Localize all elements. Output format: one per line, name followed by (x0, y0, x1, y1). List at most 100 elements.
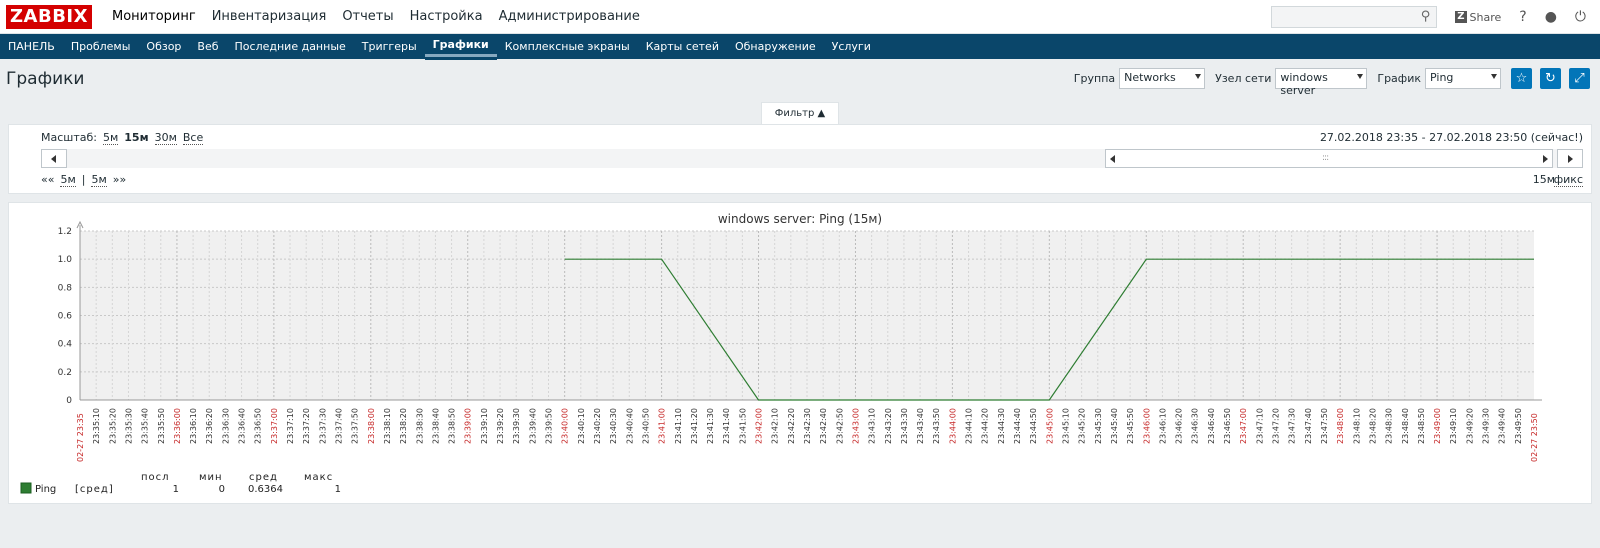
group-label: Группа (1073, 72, 1116, 85)
x-tick-label: 23:47:20 (1272, 408, 1281, 444)
x-tick-label: 23:45:40 (1110, 408, 1119, 444)
submenu-problems[interactable]: Проблемы (70, 39, 131, 53)
x-tick-label: 23:38:10 (383, 408, 392, 444)
sub-menu: ПАНЕЛЬ Проблемы Обзор Веб Последние данн… (0, 32, 1600, 60)
y-axis-arrow-icon (76, 220, 84, 229)
nav-back-link[interactable]: «« (41, 173, 55, 186)
nav-fwd-5m-link[interactable]: 5м (91, 173, 107, 187)
x-tick-label: 23:49:00 (1433, 408, 1442, 444)
x-start-label: 02-27 23:35 (76, 413, 85, 462)
scroll-left-button[interactable] (41, 149, 67, 168)
header-tools: ⚲ Z Share ? ● ⏻ (1271, 6, 1586, 28)
menu-reports[interactable]: Отчеты (342, 8, 394, 24)
help-icon[interactable]: ? (1519, 9, 1527, 25)
x-tick-label: 23:41:40 (722, 408, 731, 444)
menu-monitoring[interactable]: Мониторинг (112, 8, 196, 24)
star-icon: ☆ (1515, 71, 1528, 86)
x-tick-label: 23:46:40 (1207, 408, 1216, 444)
menu-configuration[interactable]: Настройка (409, 8, 483, 24)
x-tick-label: 23:49:10 (1449, 408, 1458, 444)
x-tick-label: 23:40:20 (593, 408, 602, 444)
time-scrollbar[interactable]: ::: (41, 149, 1583, 168)
ping-graph[interactable]: windows server: Ping (15м) 0 0.2 0.4 0.6 0.8… (9, 203, 1591, 503)
x-tick-label: 23:44:50 (1029, 408, 1038, 444)
graph-panel: windows server: Ping (15м) 0 0.2 0.4 0.6 0.8… (8, 202, 1592, 504)
x-tick-label: 23:43:00 (851, 408, 860, 444)
x-tick-label: 23:36:10 (189, 408, 198, 444)
legend-value-avg: 0.6364 (248, 484, 283, 495)
x-tick-label: 23:37:30 (318, 408, 327, 444)
main-menu: Мониторинг Инвентаризация Отчеты Настрой… (104, 0, 648, 34)
submenu-dashboard[interactable]: ПАНЕЛЬ (8, 39, 55, 53)
submenu-web[interactable]: Веб (197, 39, 219, 53)
submenu-screens[interactable]: Комплексные экраны (504, 39, 630, 53)
submenu-discovery[interactable]: Обнаружение (734, 39, 816, 53)
x-tick-label: 23:37:00 (270, 408, 279, 444)
x-tick-label: 23:45:20 (1078, 408, 1087, 444)
fixed-period-link[interactable]: фикс (1553, 173, 1583, 187)
x-tick-label: 23:49:50 (1514, 408, 1523, 444)
scroll-thumb[interactable]: ::: (1105, 149, 1553, 168)
x-tick-label: 23:37:10 (286, 408, 295, 444)
menu-administration[interactable]: Администрирование (498, 8, 640, 24)
y-tick-label: 0.2 (58, 368, 72, 378)
x-tick-label: 23:43:10 (868, 408, 877, 444)
legend-swatch (20, 482, 32, 494)
submenu-services[interactable]: Услуги (831, 39, 871, 53)
submenu-latest-data[interactable]: Последние данные (234, 39, 346, 53)
host-select[interactable]: windows server (1275, 68, 1368, 97)
submenu-graphs[interactable]: Графики (424, 32, 497, 60)
period-navigation: «« 5м | 5м »» (41, 173, 126, 187)
x-tick-label: 23:42:30 (803, 408, 812, 444)
x-tick-label: 23:36:50 (254, 408, 263, 444)
x-tick-label: 23:40:50 (641, 408, 650, 444)
group-select[interactable]: Networks (1119, 68, 1206, 89)
y-tick-label: 1.0 (58, 255, 73, 265)
x-tick-label: 23:47:10 (1255, 408, 1264, 444)
search-field[interactable]: ⚲ (1271, 6, 1438, 28)
nav-back-5m-link[interactable]: 5м (60, 173, 76, 187)
x-tick-label: 23:35:50 (157, 408, 166, 444)
user-icon[interactable]: ● (1544, 9, 1557, 25)
filter-toggle-tab[interactable]: Фильтр ▲ (761, 102, 839, 124)
scale-all[interactable]: Все (182, 131, 204, 145)
x-tick-label: 23:35:30 (124, 408, 133, 444)
graph-select[interactable]: Ping (1425, 68, 1501, 89)
search-icon[interactable]: ⚲ (1420, 9, 1431, 24)
scale-15m[interactable]: 15м (124, 131, 149, 144)
graph-selectors: Группа Networks Узел сети windows server… (1064, 68, 1590, 97)
menu-inventory[interactable]: Инвентаризация (211, 8, 327, 24)
share-link[interactable]: Z Share (1455, 11, 1501, 24)
legend-value-min: 0 (219, 484, 225, 495)
share-label: Share (1469, 10, 1502, 24)
refresh-button[interactable]: ↻ (1540, 68, 1561, 89)
x-tick-label: 23:45:50 (1126, 408, 1135, 444)
zabbix-logo[interactable]: ZABBIX (6, 4, 92, 29)
search-input[interactable] (1272, 7, 1413, 27)
host-select-value: windows server (1280, 71, 1328, 97)
filter-tab-row: Фильтр ▲ (0, 100, 1600, 124)
nav-separator: | (81, 173, 86, 186)
x-tick-label: 23:39:00 (464, 408, 473, 444)
legend-header-min: мин (199, 472, 223, 483)
scroll-right-button[interactable] (1557, 149, 1583, 168)
scale-5m[interactable]: 5м (102, 131, 119, 145)
scale-30m[interactable]: 30м (154, 131, 177, 145)
chevron-down-icon (1357, 74, 1364, 79)
favorite-button[interactable]: ☆ (1511, 68, 1532, 89)
nav-fwd-link[interactable]: »» (112, 173, 127, 186)
thumb-left-arrow-icon[interactable] (1110, 155, 1115, 163)
x-tick-label: 23:39:50 (545, 408, 554, 444)
submenu-maps[interactable]: Карты сетей (645, 39, 719, 53)
fullscreen-button[interactable]: ⤢ (1569, 68, 1590, 89)
x-tick-label: 23:39:10 (480, 408, 489, 444)
submenu-overview[interactable]: Обзор (146, 39, 182, 53)
submenu-triggers[interactable]: Триггеры (361, 39, 417, 53)
x-tick-label: 23:40:10 (577, 408, 586, 444)
grip-icon[interactable]: ::: (1322, 153, 1329, 163)
page-header: Графики Группа Networks Узел сети window… (0, 59, 1600, 100)
power-icon[interactable]: ⏻ (1574, 9, 1586, 25)
thumb-right-arrow-icon[interactable] (1543, 155, 1548, 163)
x-tick-label: 23:47:50 (1320, 408, 1329, 444)
x-tick-label: 23:46:20 (1175, 408, 1184, 444)
